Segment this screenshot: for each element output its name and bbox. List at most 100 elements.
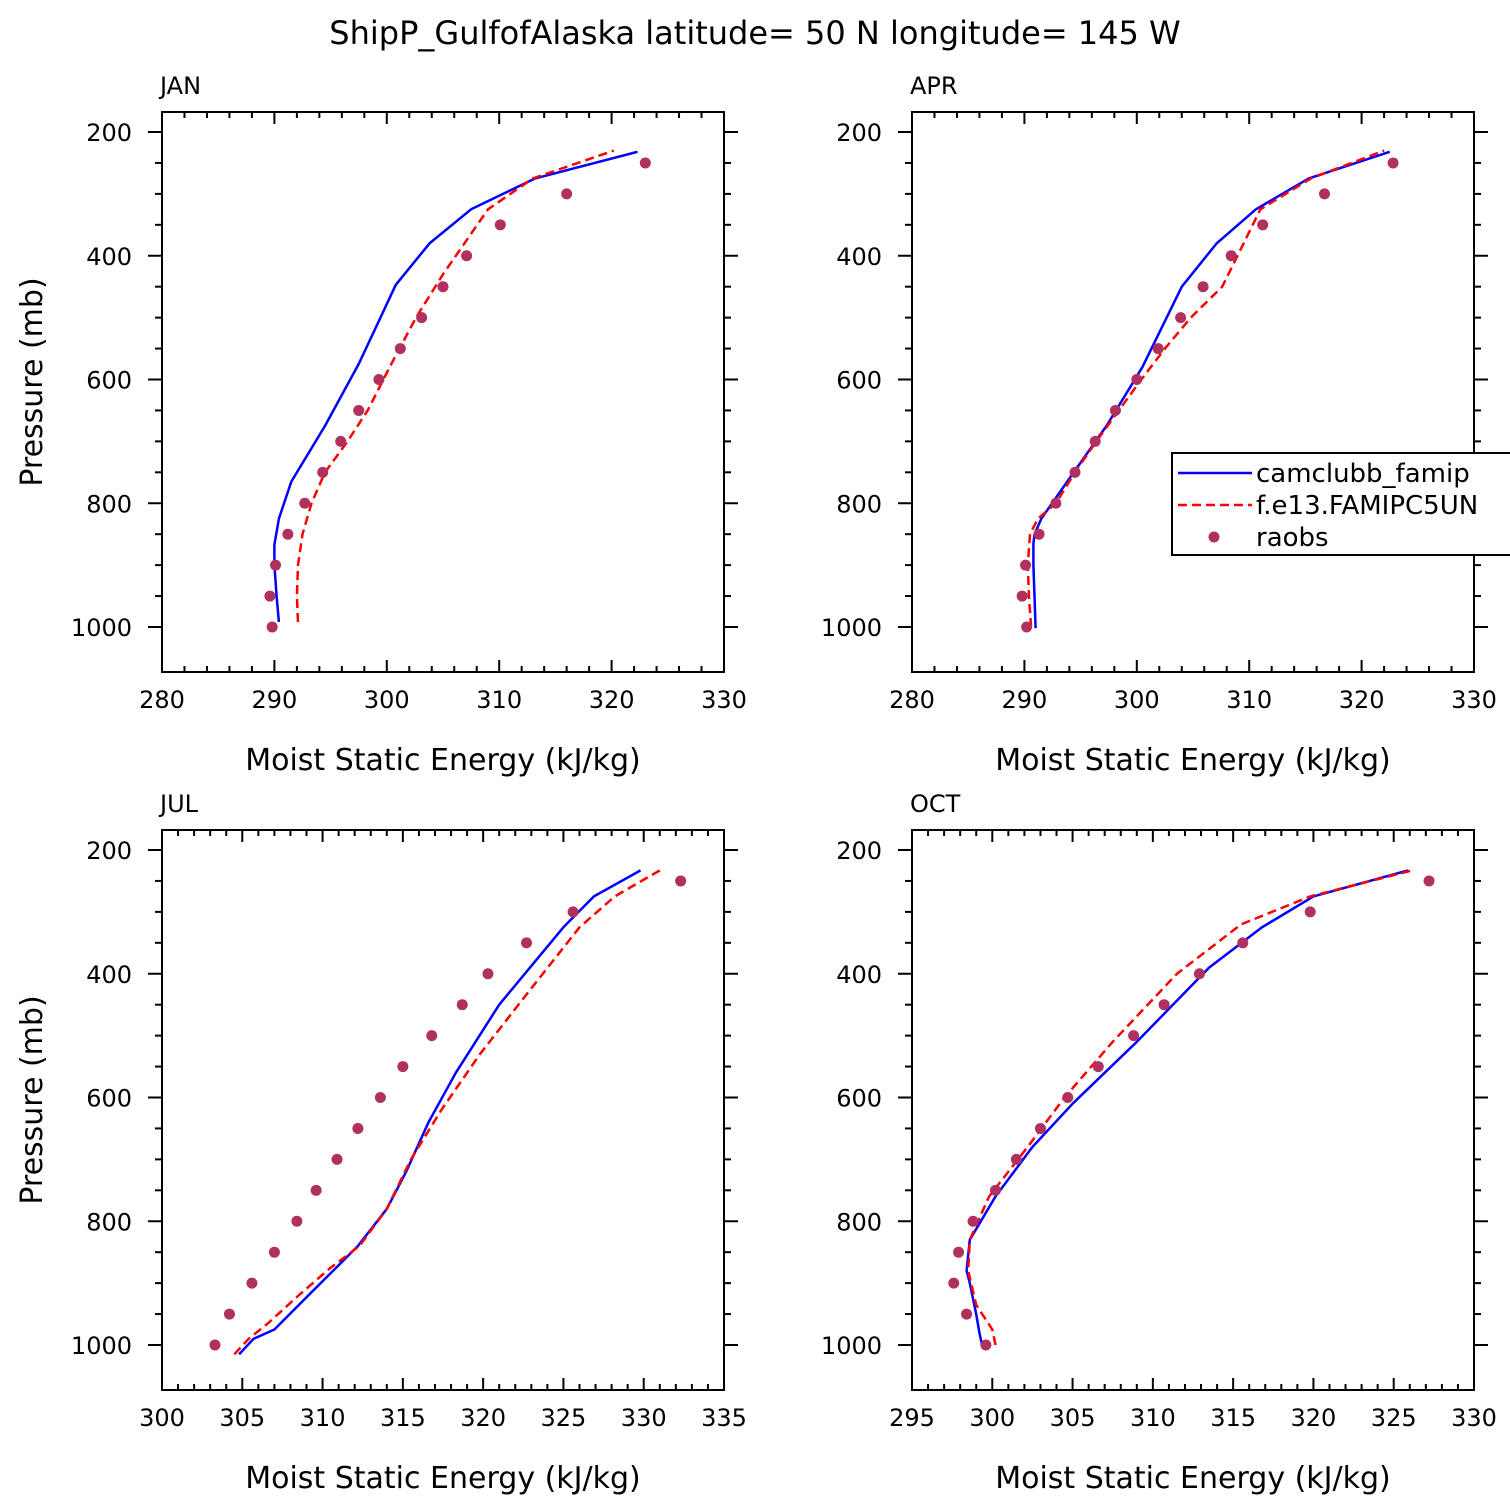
raobs-point (1128, 1030, 1140, 1042)
series-group (1016, 149, 1399, 633)
x-axis-label: Moist Static Energy (kJ/kg) (245, 743, 641, 778)
raobs-point (1109, 404, 1121, 416)
raobs-point (639, 157, 651, 169)
x-tick-label: 335 (701, 1404, 747, 1432)
panel-label: JUL (158, 790, 199, 818)
x-axis-label: Moist Static Energy (kJ/kg) (995, 743, 1391, 778)
raobs-point (335, 435, 347, 447)
x-tick-label: 300 (1114, 686, 1160, 714)
raobs-point (1089, 435, 1101, 447)
series-group (209, 869, 687, 1356)
raobs-point (1050, 497, 1062, 509)
x-tick-label: 280 (139, 686, 185, 714)
x-tick-label: 310 (300, 1404, 346, 1432)
y-tick-label: 400 (86, 961, 132, 989)
x-tick-label: 330 (701, 686, 747, 714)
plot-frame (911, 829, 1475, 1391)
raobs-point (675, 875, 687, 887)
raobs-point (567, 906, 579, 918)
x-tick-label: 290 (251, 686, 297, 714)
raobs-point (310, 1184, 322, 1196)
raobs-point (1319, 188, 1331, 200)
y-tick-label: 1000 (821, 1332, 882, 1360)
raobs-point (1020, 559, 1032, 571)
x-tick-label: 330 (1451, 686, 1497, 714)
x-tick-label: 305 (1050, 1404, 1096, 1432)
raobs-point (416, 312, 428, 324)
series-group (948, 868, 1435, 1351)
series-line-solid (1032, 150, 1391, 629)
raobs-point (1062, 1092, 1074, 1103)
y-tick-label: 800 (836, 1208, 882, 1236)
raobs-point (1197, 281, 1209, 293)
raobs-point (209, 1339, 221, 1351)
raobs-point (437, 281, 449, 293)
raobs-point (373, 374, 385, 385)
plot-frame (911, 111, 1475, 673)
x-tick-label: 325 (541, 1404, 587, 1432)
series-group (264, 149, 651, 633)
raobs-point (1158, 999, 1170, 1011)
x-tick-label: 280 (889, 686, 935, 714)
y-tick-label: 600 (836, 367, 882, 395)
raobs-point (1131, 374, 1143, 385)
figure-title: ShipP_GulfofAlaska latitude= 50 N longit… (329, 14, 1180, 52)
raobs-point (1257, 219, 1269, 231)
raobs-point (374, 1092, 386, 1103)
raobs-point (1304, 906, 1316, 918)
y-tick-label: 600 (836, 1085, 882, 1113)
panel-label: JAN (158, 72, 201, 100)
raobs-point (961, 1308, 973, 1320)
raobs-point (1193, 968, 1205, 980)
raobs-point (1423, 875, 1435, 887)
raobs-point (291, 1215, 303, 1227)
raobs-point (989, 1184, 1001, 1196)
y-tick-label: 800 (86, 1208, 132, 1236)
raobs-point (1175, 312, 1187, 324)
raobs-point (397, 1061, 409, 1073)
y-tick-label: 600 (86, 1085, 132, 1113)
panel-oct: OCT 295 300 305 310 315 320 325 330 200 400 600 800 1… (821, 790, 1497, 1496)
x-tick-label: 325 (1371, 1404, 1417, 1432)
raobs-point (520, 937, 532, 949)
raobs-point (1034, 1122, 1046, 1134)
series-line-dashed (233, 869, 661, 1356)
y-tick-label: 200 (86, 119, 132, 147)
x-axis-label: Moist Static Energy (kJ/kg) (995, 1461, 1391, 1496)
y-tick-label: 400 (86, 243, 132, 271)
x-tick-label: 320 (1291, 1404, 1337, 1432)
raobs-point (980, 1339, 992, 1351)
plot-frame (161, 111, 725, 673)
raobs-point (948, 1277, 960, 1289)
raobs-point (1069, 466, 1081, 478)
panels-group: JAN 280 290 300 310 320 330 200 400 600 800 1000 Moi… (15, 72, 1510, 1496)
x-tick-label: 320 (460, 1404, 506, 1432)
legend-marker-dot (1208, 531, 1220, 543)
x-tick-label: 300 (364, 686, 410, 714)
raobs-point (1016, 590, 1028, 602)
raobs-point (1152, 343, 1164, 355)
x-axis-label: Moist Static Energy (kJ/kg) (245, 1461, 641, 1496)
panel-jul: JUL 300 305 310 315 320 325 330 335 200 400 600 800 1… (15, 790, 747, 1496)
raobs-point (1387, 157, 1399, 169)
y-tick-label: 800 (86, 490, 132, 518)
raobs-point (353, 404, 365, 416)
x-tick-label: 310 (476, 686, 522, 714)
legend-entry-3: raobs (1256, 523, 1329, 553)
x-tick-label: 315 (1210, 1404, 1256, 1432)
raobs-point (1092, 1061, 1104, 1073)
raobs-point (223, 1308, 235, 1320)
legend-entry-1: camclubb_famip (1256, 459, 1470, 489)
y-tick-label: 800 (836, 490, 882, 518)
x-tick-label: 300 (139, 1404, 185, 1432)
x-tick-label: 290 (1001, 686, 1047, 714)
raobs-point (456, 999, 468, 1011)
raobs-point (264, 590, 276, 602)
y-tick-label: 400 (836, 961, 882, 989)
x-tick-label: 330 (1451, 1404, 1497, 1432)
y-tick-label: 200 (836, 119, 882, 147)
x-tick-label: 330 (621, 1404, 667, 1432)
x-tick-label: 315 (380, 1404, 426, 1432)
